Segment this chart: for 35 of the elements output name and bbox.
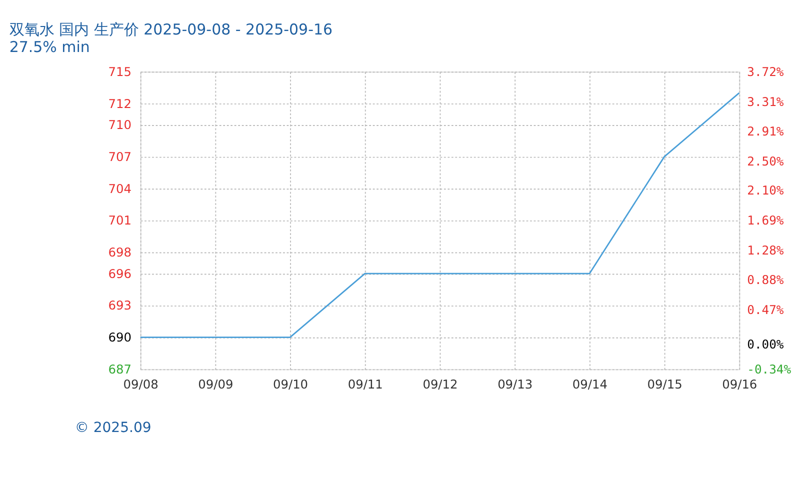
x-tick-label: 09/08 — [123, 377, 158, 392]
y-tick-label: 690 — [108, 330, 132, 345]
y-tick-label: 696 — [108, 266, 132, 281]
y2-tick-label: 0.88% — [747, 273, 784, 288]
y-tick-label: 698 — [108, 246, 132, 260]
y-tick-label: 712 — [108, 96, 132, 111]
x-tick-label: 09/09 — [198, 377, 234, 392]
y2-tick-label: 1.28% — [747, 244, 784, 258]
x-tick-label: 09/15 — [647, 377, 682, 392]
y2-tick-label: 2.10% — [747, 184, 784, 198]
y2-tick-label: 1.69% — [747, 214, 784, 228]
y-tick-label: 704 — [108, 182, 132, 196]
x-tick-label: 09/11 — [348, 377, 383, 392]
y-tick-label: 715 — [108, 64, 132, 79]
text: © 2025.09 — [74, 420, 152, 436]
y-tick-label: 687 — [108, 362, 132, 376]
y2-tick-label: 0.00% — [747, 338, 784, 352]
x-tick-label: 09/13 — [498, 377, 533, 392]
y2-tick-label: 2.91% — [747, 124, 784, 138]
y2-tick-label: -0.34% — [747, 362, 792, 376]
y-tick-label: 701 — [108, 214, 132, 228]
y2-tick-label: 2.50% — [747, 154, 784, 168]
y-tick-label: 707 — [108, 150, 132, 164]
y-tick-label: 693 — [108, 298, 132, 313]
x-tick-label: 09/14 — [572, 377, 608, 392]
y2-tick-label: 0.47% — [747, 303, 784, 318]
y2-tick-label: 3.31% — [747, 94, 784, 109]
line-series — [140, 92, 740, 338]
x-tick-label: 09/16 — [722, 377, 758, 392]
chart-subtitle: 27.5% min — [9, 38, 90, 56]
chart-title: 双氧水 国内 生产价 2025-09-08 - 2025-09-16 — [9, 20, 333, 38]
y2-tick-label: 3.72% — [747, 64, 784, 79]
x-tick-label: 09/12 — [422, 377, 458, 392]
x-tick-label: 09/10 — [273, 377, 308, 392]
y-tick-label: 710 — [108, 118, 132, 132]
